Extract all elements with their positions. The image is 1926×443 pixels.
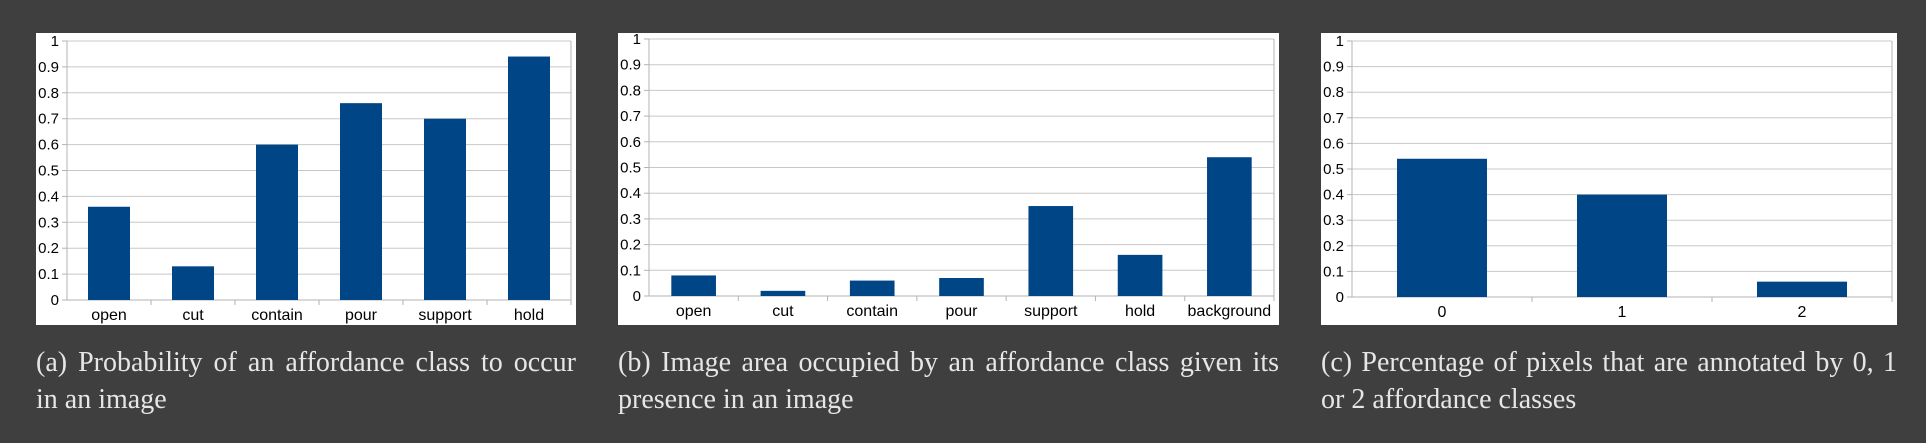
y-tick-label: 0.8 (620, 82, 641, 99)
bar-support (424, 118, 466, 300)
category-label-2: 2 (1798, 304, 1807, 321)
category-label-contain: contain (846, 303, 898, 320)
y-tick-label: 0.3 (620, 211, 641, 228)
y-tick-label: 0.9 (1323, 59, 1344, 76)
category-label-0: 0 (1438, 304, 1447, 321)
bar-hold (1117, 254, 1163, 296)
bar-support (1028, 206, 1074, 296)
bar-open (671, 275, 716, 296)
y-tick-label: 0.5 (620, 160, 641, 177)
category-label-pour: pour (945, 303, 978, 320)
y-tick-label: 0.1 (620, 262, 641, 279)
y-tick-label: 1 (633, 33, 641, 48)
y-tick-label: 0.7 (620, 108, 641, 125)
y-tick-label: 0.4 (620, 185, 641, 202)
y-tick-label: 0 (633, 288, 641, 305)
chart-c: 0 0.1 0.2 0.3 0.4 0.5 0.6 0.7 0.8 0.9 1 0 1 2 (1321, 33, 1897, 325)
y-tick-label: 0.4 (1323, 187, 1344, 204)
bar-cut (172, 266, 214, 300)
y-tick-label: 0.5 (38, 163, 59, 180)
y-tick-label: 0.1 (1323, 263, 1344, 280)
caption-a: (a) Probability of an affordance class t… (36, 347, 576, 415)
chart-a: 0 0.1 0.2 0.3 0.4 0.5 0.6 0.7 0.8 0.9 1 open cut cont… (36, 33, 576, 325)
category-label-support: support (1024, 303, 1078, 320)
category-label-cut: cut (772, 303, 794, 320)
category-label-1: 1 (1618, 304, 1627, 321)
y-tick-label: 0.6 (1323, 135, 1344, 152)
category-label-open: open (91, 307, 127, 324)
y-tick-label: 0 (1336, 289, 1344, 306)
bar-contain (849, 280, 895, 296)
bar-background (1207, 157, 1252, 296)
category-label-contain: contain (251, 307, 303, 324)
category-label-background: background (1188, 303, 1272, 320)
caption-b: (b) Image area occupied by an affordance… (618, 347, 1279, 415)
y-tick-label: 0.2 (1323, 238, 1344, 255)
bar-1 (1577, 194, 1667, 297)
y-tick-label: 0.9 (38, 59, 59, 76)
category-label-hold: hold (514, 307, 544, 324)
bar-open (88, 206, 130, 300)
y-tick-label: 0.2 (620, 237, 641, 254)
y-tick-label: 0.3 (38, 214, 59, 231)
chart-c-svg: 0 0.1 0.2 0.3 0.4 0.5 0.6 0.7 0.8 0.9 1 0 1 2 (1323, 33, 1893, 321)
bar-contain (256, 144, 298, 300)
category-label-pour: pour (345, 307, 378, 324)
category-label-support: support (418, 307, 472, 324)
y-tick-label: 0.4 (38, 188, 59, 205)
y-tick-label: 0.3 (1323, 212, 1344, 229)
bar-pour (939, 278, 984, 296)
y-tick-label: 0.6 (620, 134, 641, 151)
caption-c: (c) Percentage of pixels that are annota… (1321, 347, 1897, 415)
y-tick-label: 0.8 (38, 85, 59, 102)
category-label-hold: hold (1125, 303, 1155, 320)
chart-b-svg: 0 0.1 0.2 0.3 0.4 0.5 0.6 0.7 0.8 0.9 1 open cut cont… (620, 33, 1275, 320)
chart-b: 0 0.1 0.2 0.3 0.4 0.5 0.6 0.7 0.8 0.9 1 open cut cont… (618, 33, 1279, 325)
y-tick-label: 1 (1336, 33, 1344, 50)
category-label-cut: cut (182, 307, 204, 324)
bar-0 (1397, 158, 1487, 297)
y-tick-label: 0.7 (1323, 110, 1344, 127)
bar-cut (760, 290, 806, 296)
bar-hold (508, 56, 550, 300)
y-tick-label: 0.5 (1323, 161, 1344, 178)
y-tick-label: 0.8 (1323, 84, 1344, 101)
category-label-open: open (676, 303, 712, 320)
y-tick-label: 0.2 (38, 240, 59, 257)
y-tick-label: 0 (51, 292, 59, 309)
y-tick-label: 0.9 (620, 57, 641, 74)
bar-2 (1757, 281, 1847, 297)
y-tick-label: 0.6 (38, 137, 59, 154)
y-tick-label: 0.7 (38, 111, 59, 128)
y-tick-label: 1 (51, 33, 59, 50)
chart-a-svg: 0 0.1 0.2 0.3 0.4 0.5 0.6 0.7 0.8 0.9 1 open cut cont… (38, 33, 572, 324)
bar-pour (340, 103, 382, 300)
y-tick-label: 0.1 (38, 266, 59, 283)
